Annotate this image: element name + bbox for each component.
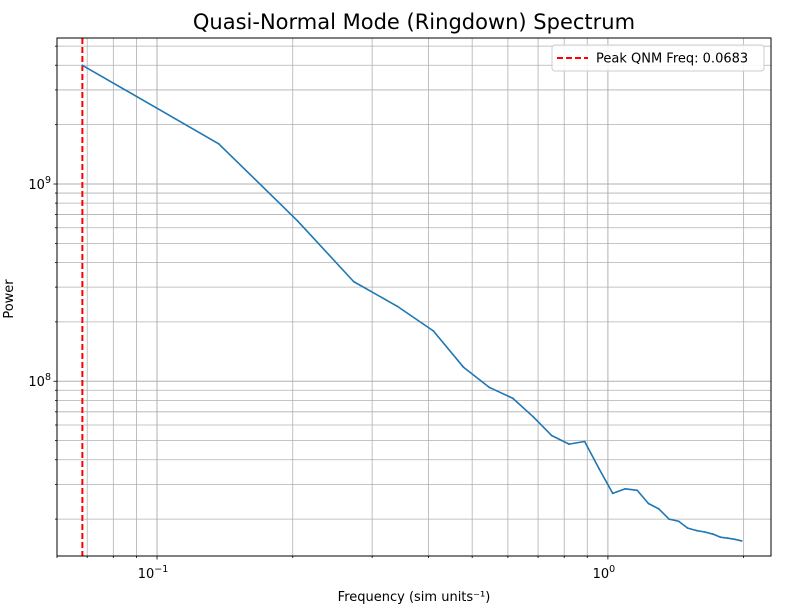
power-spectrum-point <box>695 529 698 532</box>
power-spectrum-point <box>568 443 570 446</box>
power-spectrum-point <box>711 533 714 535</box>
power-spectrum-point <box>726 537 729 540</box>
power-spectrum-point <box>636 489 639 492</box>
series-layer <box>81 64 743 542</box>
power-spectrum-point <box>296 220 299 222</box>
plot-area-frame <box>56 37 772 557</box>
power-spectrum-point <box>583 440 586 443</box>
power-spectrum-point <box>611 492 614 495</box>
power-spectrum-point <box>81 64 84 67</box>
legend: Peak QNM Freq: 0.0683 <box>551 44 765 72</box>
tick-layer: 10−1 100 108 109 <box>28 45 745 582</box>
power-spectrum-point <box>677 520 680 523</box>
power-spectrum-point <box>703 531 706 533</box>
x-axis-label: Frequency (sim units⁻¹) <box>338 590 491 605</box>
power-spectrum-point <box>658 508 660 510</box>
power-spectrum-point <box>598 467 600 470</box>
legend-box <box>551 44 765 72</box>
power-spectrum-point <box>719 536 722 539</box>
x-tick-label: 10−1 <box>138 564 169 582</box>
x-tick-label: 100 <box>593 564 616 582</box>
power-spectrum-point <box>217 142 220 145</box>
power-spectrum-point <box>734 538 736 541</box>
grid-lines <box>56 38 771 556</box>
power-spectrum-point <box>462 366 465 368</box>
power-spectrum-point <box>668 518 670 520</box>
power-spectrum-point <box>740 540 743 542</box>
power-spectrum-point <box>550 434 553 437</box>
power-spectrum-point <box>686 527 689 530</box>
legend-entry-peak-qnm-freq: Peak QNM Freq: 0.0683 <box>596 52 748 67</box>
power-spectrum-point <box>511 397 514 400</box>
y-tick-label: 109 <box>28 175 51 193</box>
power-spectrum-point <box>352 280 355 283</box>
power-spectrum-point <box>624 487 627 490</box>
chart-title: Quasi-Normal Mode (Ringdown) Spectrum <box>193 10 635 34</box>
y-tick-label: 108 <box>28 372 51 390</box>
power-spectrum-point <box>532 415 535 418</box>
power-spectrum-point <box>396 305 399 308</box>
y-axis-label: Power <box>2 279 17 319</box>
power-spectrum-point <box>432 330 435 332</box>
power-spectrum-point <box>647 502 650 505</box>
power-spectrum-point <box>488 386 491 389</box>
